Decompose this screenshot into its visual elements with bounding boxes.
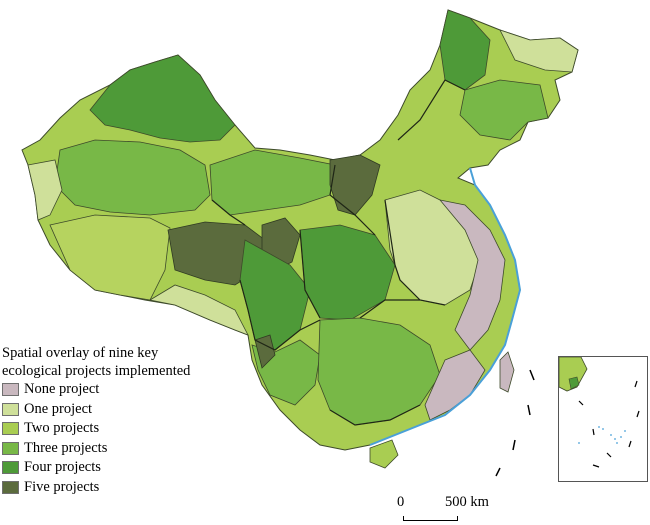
legend-item: Two projects <box>2 419 252 439</box>
region-two-tibet <box>49 214 171 301</box>
legend-item: One project <box>2 400 252 420</box>
legend-label: None project <box>24 381 100 398</box>
scale-start-label: 0 <box>397 494 405 510</box>
legend-label: Two projects <box>24 420 100 437</box>
legend-swatch <box>2 461 19 475</box>
region-five-yunnan <box>254 334 276 369</box>
province-boundaries <box>211 79 466 426</box>
taiwan <box>499 351 515 393</box>
legend-title-line2: ecological projects implemented <box>2 363 191 379</box>
scale-line <box>403 516 458 521</box>
legend-title-line1: Spatial overlay of nine key <box>2 345 159 361</box>
region-three-tarim <box>54 139 211 216</box>
legend-label: Five projects <box>24 478 100 495</box>
hainan <box>369 439 399 469</box>
legend-item: Four projects <box>2 458 252 478</box>
region-three-northeast <box>459 79 549 141</box>
region-four-northwest <box>89 54 236 143</box>
legend-label: One project <box>24 400 93 417</box>
legend-item: Five projects <box>2 478 252 498</box>
region-none-coast <box>438 199 506 351</box>
legend-label: Three projects <box>24 439 108 456</box>
inset-islands <box>578 426 626 444</box>
legend-item: Three projects <box>2 439 252 459</box>
region-one-tibet-south <box>148 284 249 336</box>
inset-coast <box>558 356 588 392</box>
scale-bar: 0 500 km <box>395 494 505 524</box>
coastline <box>369 167 522 446</box>
legend-swatch <box>2 402 19 416</box>
legend: Spatial overlay of nine key ecological p… <box>2 344 252 497</box>
south-china-sea-inset <box>558 356 648 482</box>
inset-map <box>558 356 640 468</box>
inset-dashes <box>578 380 640 468</box>
legend-label: Four projects <box>24 459 101 476</box>
inset-hainan <box>568 376 580 390</box>
legend-swatch <box>2 383 19 397</box>
scale-end-label: 500 km <box>445 494 489 510</box>
legend-swatch <box>2 441 19 455</box>
legend-swatch <box>2 422 19 436</box>
dash-line <box>495 369 535 477</box>
region-one-west <box>27 159 63 221</box>
region-one-northeast <box>499 29 579 73</box>
legend-swatch <box>2 480 19 494</box>
legend-item: None project <box>2 380 252 400</box>
